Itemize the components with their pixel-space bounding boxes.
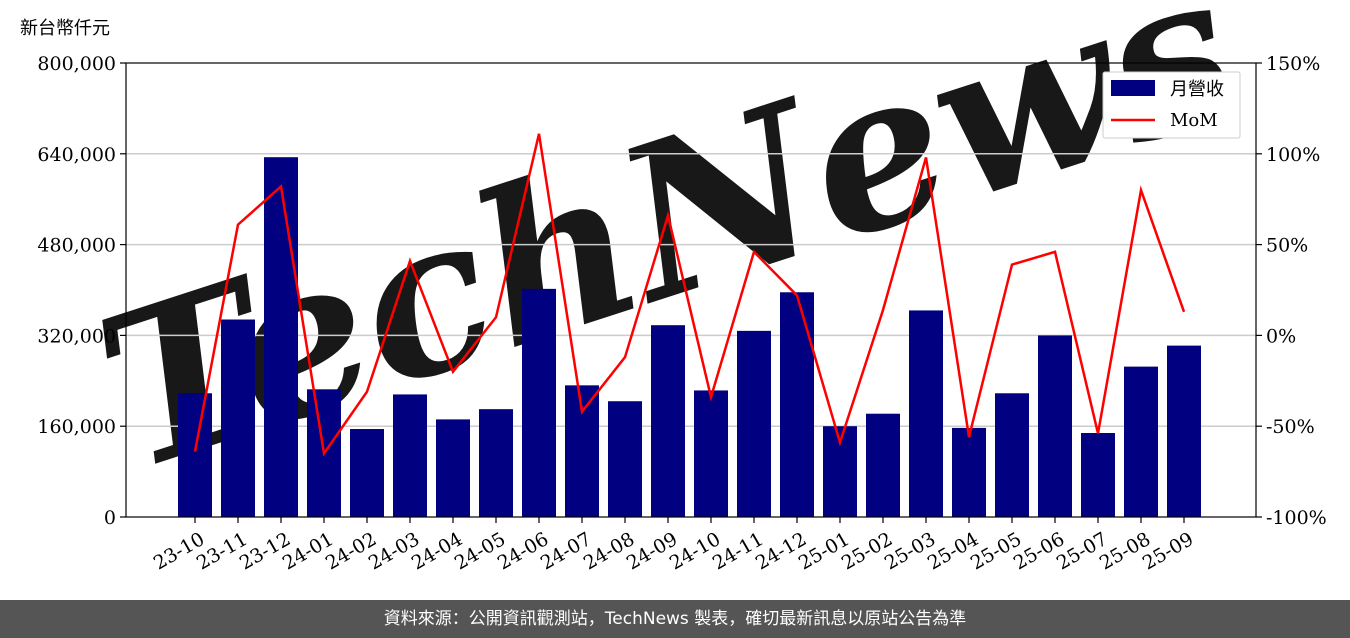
bar-24-11 — [737, 330, 771, 517]
bar-25-03 — [909, 310, 943, 517]
chart-legend: 月營收 MoM — [1102, 71, 1241, 139]
y-right-tick-label: 100% — [1266, 144, 1320, 166]
y-right-tick-label: -50% — [1266, 416, 1315, 438]
y-right-tick-label: 150% — [1266, 53, 1320, 75]
y-left-tick-label: 160,000 — [37, 416, 116, 438]
y-right-tick-label: 0% — [1266, 325, 1296, 347]
bar-24-03 — [393, 394, 427, 517]
bar-25-06 — [1038, 335, 1072, 517]
bar-24-02 — [350, 429, 384, 517]
bar-24-10 — [694, 390, 728, 517]
bar-25-05 — [995, 393, 1029, 517]
revenue-chart: TechNews 0160,000320,000480,000640,00080… — [37, 0, 1327, 574]
bar-24-08 — [608, 401, 642, 517]
bar-25-02 — [866, 413, 900, 517]
plot-frame — [125, 62, 1257, 518]
bar-25-08 — [1124, 366, 1158, 517]
y-left-tick-label: 320,000 — [37, 325, 116, 347]
bar-23-10 — [178, 393, 212, 517]
y-left-tick-label: 640,000 — [37, 144, 116, 166]
y-left-tick-label: 480,000 — [37, 235, 116, 257]
source-footer: 資料來源：公開資訊觀測站，TechNews 製表，確切最新訊息以原站公告為準 — [0, 600, 1350, 638]
bar-24-12 — [780, 292, 814, 517]
bar-23-11 — [221, 319, 255, 517]
legend-bar-swatch — [1111, 80, 1155, 96]
y-right-tick-label: 50% — [1266, 235, 1308, 257]
y-axis-unit-label: 新台幣仟元 — [20, 18, 110, 39]
y-right-tick-label: -100% — [1266, 507, 1327, 529]
bar-24-09 — [651, 325, 685, 517]
bar-23-12 — [264, 157, 298, 517]
x-tick-label: 25-09 — [1139, 528, 1197, 574]
bar-24-04 — [436, 419, 470, 517]
bar-25-04 — [952, 427, 986, 517]
bar-24-05 — [479, 409, 513, 517]
legend-label-revenue: 月營收 — [1170, 79, 1224, 100]
y-left-tick-label: 800,000 — [37, 53, 116, 75]
mom-line — [193, 133, 1186, 457]
bar-25-07 — [1081, 433, 1115, 517]
bar-24-06 — [522, 288, 556, 517]
bar-25-09 — [1167, 345, 1201, 517]
y-left-tick-label: 0 — [104, 507, 116, 529]
legend-label-mom: MoM — [1170, 110, 1218, 131]
